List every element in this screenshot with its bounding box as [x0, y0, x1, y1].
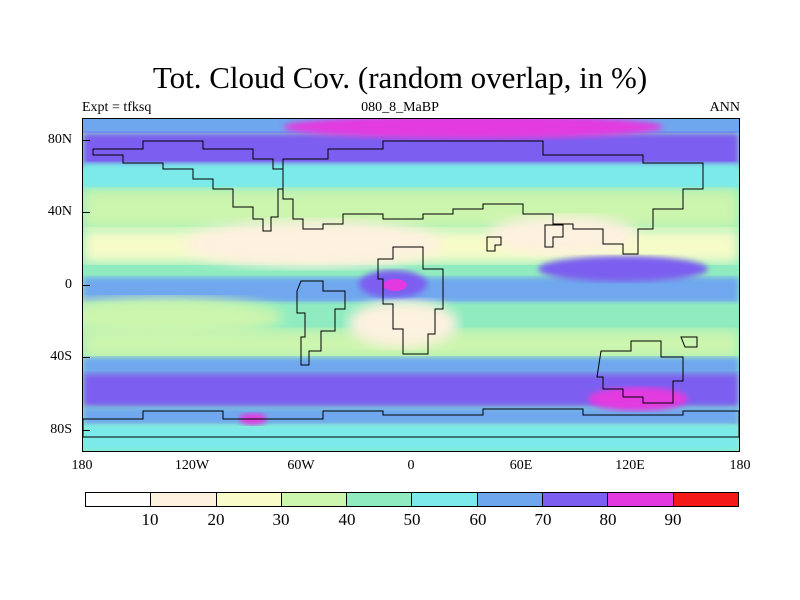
- band-high-north: [83, 133, 739, 167]
- colorbar-segment-5: [412, 493, 478, 506]
- eurasia-coast: [282, 140, 704, 255]
- colorbar-label-40: 40: [338, 510, 356, 529]
- map-svg: [83, 119, 739, 451]
- east-pacific-dry: [83, 297, 283, 337]
- colorbar-segment-3: [281, 493, 348, 506]
- lon-label-0: 0: [407, 458, 415, 473]
- colorbar-label-10: 10: [141, 510, 159, 529]
- africa-coast: [377, 246, 444, 355]
- india-coast: [544, 224, 564, 248]
- lat-tick-0: [82, 285, 90, 286]
- colorbar-label-30: 30: [272, 510, 290, 529]
- antarctica-coast: [83, 408, 739, 438]
- colorbar-segment-0: [86, 493, 152, 506]
- band-north-subtropics: [83, 189, 739, 229]
- lon-label-120e: 120E: [615, 458, 645, 473]
- lat-label-40n: 40N: [47, 204, 72, 219]
- lat-tick-40s: [82, 357, 90, 358]
- colorbar-label-50: 50: [403, 510, 421, 529]
- arabia-coast: [486, 236, 502, 252]
- lon-label-60e: 60E: [509, 458, 533, 473]
- colorbar-segment-1: [151, 493, 217, 506]
- north-america-coast: [92, 140, 284, 232]
- band-antarctica: [83, 425, 739, 451]
- band-south-mid: [83, 357, 739, 375]
- colorbar-segment-2: [216, 493, 282, 506]
- lon-label-60w: 60W: [287, 458, 315, 473]
- band-mid-north: [83, 163, 739, 189]
- season-label: ANN: [709, 100, 740, 115]
- colorbar: [85, 492, 739, 507]
- map-title: Tot. Cloud Cov. (random overlap, in %): [152, 60, 648, 95]
- colorbar-segment-4: [347, 493, 413, 506]
- lat-label-0: 0: [65, 277, 72, 292]
- south-america-coast: [296, 280, 346, 366]
- west-pacific-convection: [538, 256, 708, 282]
- lat-tick-40n: [82, 212, 90, 213]
- lon-label-180e: 180: [729, 458, 751, 473]
- lat-tick-80n: [82, 140, 90, 141]
- period-label: 080_8_MaBP: [361, 100, 439, 115]
- arctic-high-cloud: [283, 119, 663, 139]
- colorbar-segment-9: [673, 493, 738, 506]
- colorbar-label-70: 70: [534, 510, 552, 529]
- congo-max: [383, 279, 407, 291]
- colorbar-label-60: 60: [469, 510, 487, 529]
- southern-high-cloud: [588, 387, 688, 411]
- colorbar-segment-6: [477, 493, 544, 506]
- colorbar-segment-7: [543, 493, 609, 506]
- south-africa-dry-zone: [348, 300, 458, 348]
- cloud-cover-map: [82, 118, 740, 452]
- north-africa-dry-zone: [183, 220, 443, 268]
- experiment-label: Expt = tfksq: [82, 100, 152, 115]
- colorbar-label-80: 80: [599, 510, 617, 529]
- colorbar-segment-8: [608, 493, 674, 506]
- australia-coast: [596, 340, 684, 404]
- lat-tick-80s: [82, 430, 90, 431]
- coastlines: [83, 140, 739, 438]
- colorbar-label-20: 20: [207, 510, 225, 529]
- new-zealand-coast: [680, 336, 698, 348]
- lat-label-40s: 40S: [50, 349, 72, 364]
- lon-label-120w: 120W: [174, 458, 210, 473]
- colorbar-label-90: 90: [664, 510, 682, 529]
- lat-label-80n: 80N: [47, 132, 72, 147]
- lon-label-180w: 180: [71, 458, 93, 473]
- lat-label-80s: 80S: [50, 422, 72, 437]
